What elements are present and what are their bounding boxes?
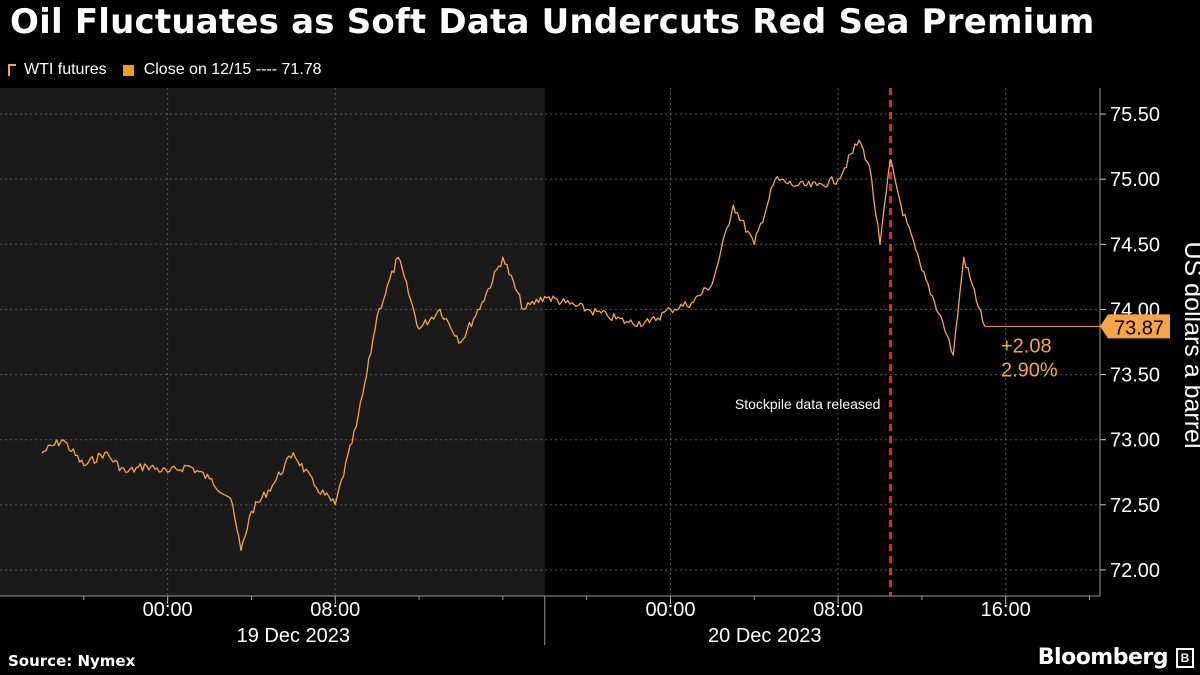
x-date-label: 20 Dec 2023 [708,625,821,647]
x-tick-label: 16:00 [981,599,1031,621]
x-tick-label: 08:00 [310,599,360,621]
change-absolute-label: +2.08 [1001,335,1052,357]
change-percent-label: 2.90% [1001,359,1058,381]
chart-title: Oil Fluctuates as Soft Data Undercuts Re… [10,2,1095,42]
legend-series-label: WTI futures [24,61,107,78]
x-tick-label: 00:00 [143,599,193,621]
y-tick-label: 72.50 [1110,495,1160,517]
x-date-label: 19 Dec 2023 [237,625,350,647]
last-value-label: 73.87 [1114,317,1164,339]
x-tick-label: 00:00 [645,599,695,621]
legend: WTI futures Close on 12/15 ---- 71.78 [8,61,322,79]
bloomberg-logo-icon: B [1176,648,1194,668]
y-tick-label: 73.00 [1110,430,1160,452]
source-note: Source: Nymex [8,652,136,670]
y-tick-label: 73.50 [1110,365,1160,387]
close-swatch-icon [122,64,134,76]
last-value-tag [1100,314,1170,339]
legend-close-label: Close on 12/15 ---- 71.78 [143,61,322,78]
line-chart-icon [8,64,16,76]
annotation-label: Stockpile data released [735,396,881,412]
brand-wordmark: Bloomberg [1037,645,1169,670]
y-axis-title: US dollars a barrel [1179,241,1200,448]
y-tick-label: 75.00 [1110,169,1160,191]
previous-day-shade [0,88,545,596]
y-tick-label: 74.50 [1110,234,1160,256]
x-tick-label: 08:00 [813,599,863,621]
y-tick-label: 72.00 [1110,560,1160,582]
series-line-wti [41,139,986,552]
y-tick-label: 75.50 [1110,104,1160,126]
